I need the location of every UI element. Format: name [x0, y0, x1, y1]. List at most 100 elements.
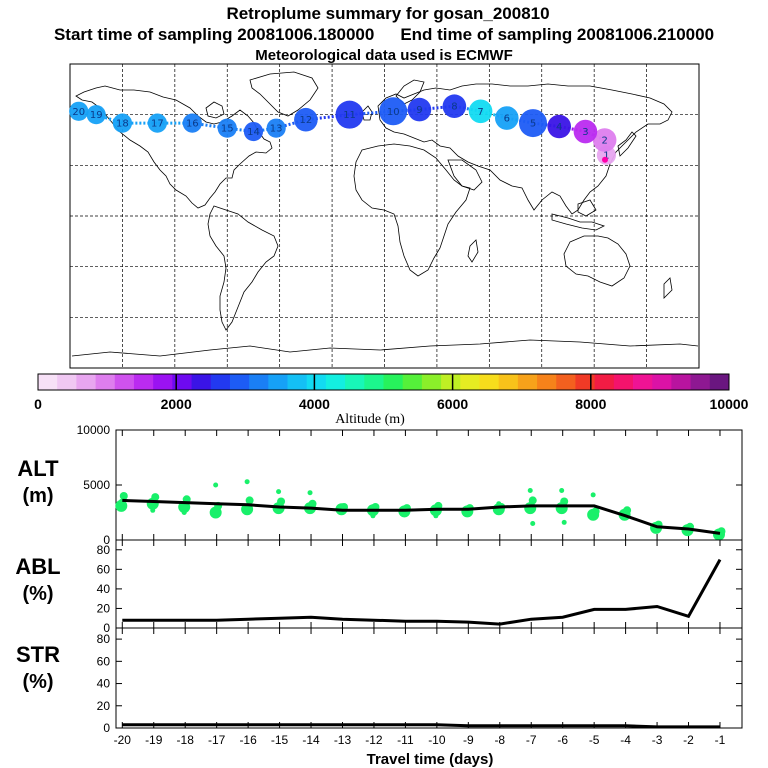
altitude-dot — [308, 499, 317, 508]
coastline-british-isles — [361, 105, 373, 121]
plume-day-label: 11 — [343, 110, 356, 121]
plume-day-label: 1 — [603, 151, 609, 162]
colorbar-swatch — [460, 374, 480, 390]
y-tick-label: 0 — [103, 721, 110, 735]
x-tick-label: -4 — [620, 733, 631, 747]
colorbar-swatch — [690, 374, 711, 390]
altitude-dot — [433, 513, 439, 519]
colorbar-swatch — [268, 374, 288, 390]
altitude-dot — [213, 482, 219, 488]
panel-ylabel: ABL — [15, 554, 60, 579]
panel-yunit: (m) — [22, 485, 53, 507]
y-tick-label: 40 — [97, 582, 111, 596]
altitude-dot — [590, 492, 596, 498]
plume-cluster-point — [468, 99, 493, 124]
plume-day-label: 13 — [270, 124, 283, 135]
altitude-dot — [530, 521, 536, 526]
colorbar-swatch — [95, 374, 116, 390]
altitude-dot — [527, 488, 533, 493]
end-time: End time of sampling 20081006.210000 — [400, 25, 715, 44]
altitude-dot — [115, 499, 128, 512]
colorbar-swatch — [556, 374, 576, 390]
altitude-dot — [370, 513, 376, 519]
y-tick-label: 0 — [103, 533, 110, 547]
x-tick-label: -13 — [334, 733, 352, 747]
coastline-hudson-bay — [205, 101, 225, 119]
series-line-alt — [122, 498, 721, 535]
plume-cluster-point — [442, 94, 467, 119]
plume-day-label: 16 — [186, 119, 199, 130]
y-tick-label: 40 — [97, 677, 111, 691]
colorbar-swatch — [479, 374, 500, 390]
altitude-dot — [591, 507, 600, 516]
x-tick-label: -2 — [683, 733, 694, 747]
panel-abl: 0 20 40 60 80 ABL (%) — [15, 539, 743, 635]
plume-day-label: 5 — [530, 119, 536, 130]
plume-cluster-point — [495, 106, 519, 130]
panel-frame — [115, 627, 743, 729]
coastline-japan — [617, 131, 637, 157]
colorbar-swatch — [421, 374, 442, 390]
panel-alt: 0 5000 10000 ALT (m) — [17, 423, 743, 547]
colorbar-swatch — [383, 374, 404, 390]
altitude-dot — [215, 505, 221, 511]
coastline-madagascar — [467, 239, 479, 263]
colorbar-swatch — [594, 374, 615, 390]
x-tick-label: -18 — [177, 733, 195, 747]
plume-cluster-point — [243, 121, 264, 142]
x-tick-label: -15 — [271, 733, 289, 747]
panel-ylabel: ALT — [17, 456, 59, 481]
x-tick-label: -7 — [526, 733, 537, 747]
y-tick-label: 80 — [97, 632, 111, 646]
colorbar-tick-label: 6000 — [437, 396, 468, 412]
altitude-dot — [528, 496, 537, 505]
panel-frame — [115, 539, 743, 629]
y-tick-label: 80 — [97, 543, 111, 557]
colorbar-swatch — [364, 374, 384, 390]
coastlines — [71, 71, 699, 357]
plume-day-label: 15 — [221, 124, 234, 135]
altitude-dot — [277, 497, 286, 506]
x-tick-label: -9 — [463, 733, 474, 747]
plume-day-label: 3 — [582, 127, 588, 138]
altitude-dot — [307, 490, 313, 496]
plume-cluster-point — [147, 113, 167, 133]
x-tick-label: -1 — [715, 733, 726, 747]
colorbar-swatch — [325, 374, 346, 390]
y-tick-label: 0 — [103, 621, 110, 635]
colorbar-swatch — [76, 374, 96, 390]
coastline-new-zealand — [663, 277, 673, 299]
altitude-dot — [151, 493, 160, 502]
panel-yunit: (%) — [22, 671, 53, 693]
colorbar-swatch — [229, 374, 250, 390]
plume-day-label: 6 — [504, 114, 510, 125]
altitude-dot — [464, 511, 470, 517]
plume-cluster-point — [112, 113, 133, 133]
colorbar-tick-label: 0 — [34, 396, 42, 412]
plume-day-label: 4 — [556, 122, 562, 133]
x-tick-label: -14 — [302, 733, 320, 747]
altitude-dot — [150, 507, 156, 513]
x-tick-label: -20 — [114, 733, 132, 747]
coastline-indonesia — [551, 213, 606, 231]
colorbar-swatch — [671, 374, 692, 390]
x-tick-label: -19 — [145, 733, 163, 747]
colorbar-swatch — [517, 374, 538, 390]
y-tick-label: 20 — [97, 601, 111, 615]
met-data-note: Meteorological data used is ECMWF — [255, 47, 513, 64]
x-tick-label: -12 — [365, 733, 383, 747]
x-axis-label: Travel time (days) — [367, 751, 494, 768]
coastline-arabia — [447, 159, 483, 191]
plume-cluster-point — [519, 109, 548, 138]
coastline-south-america — [207, 205, 279, 331]
altitude-dot — [496, 501, 502, 507]
y-tick-label: 60 — [97, 562, 111, 576]
colorbar-swatch — [191, 374, 212, 390]
colorbar-tick-label: 8000 — [575, 396, 606, 412]
colorbar-swatch — [652, 374, 672, 390]
start-time: Start time of sampling 20081006.180000 — [53, 25, 375, 44]
time-series-panels: 0 5000 10000 ALT (m) 0 20 40 60 80 ABL (%) 0 20 40 60 80… — [15, 423, 743, 768]
altitude-dot — [401, 512, 407, 518]
plume-cluster-point — [69, 101, 89, 121]
colorbar-swatch — [345, 374, 365, 390]
